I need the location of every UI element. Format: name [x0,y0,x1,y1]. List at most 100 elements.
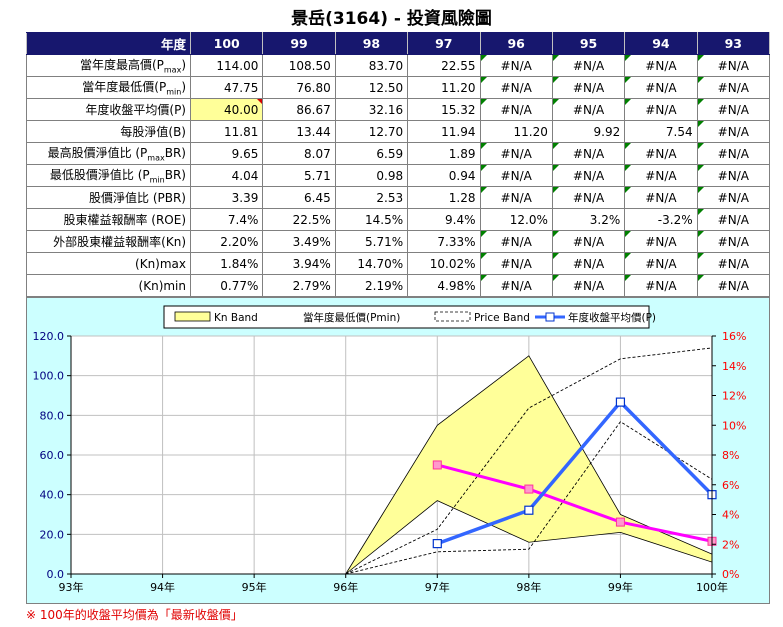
table-cell: 47.75 [189,76,264,99]
legend-label: 年度收盤平均價(P) [568,311,656,324]
table-cell: -3.2% [624,208,698,231]
table-cell: 3.39 [189,186,264,209]
table-cell: #N/A [479,76,553,99]
kn-series-point [524,484,534,494]
table-cell: 5.71 [262,164,336,187]
table-cell: 14.5% [334,208,409,231]
price-band-lower-line [345,421,713,575]
kn-series-point [432,460,442,470]
row-label: 當年度最低價(Pmin) [26,76,191,99]
legend-swatch-price-marker [545,312,555,322]
table-cell: 12.50 [334,76,409,99]
table-row: 每股淨值(B) 11.81 13.44 12.70 11.94 11.20 9.92 7.54… [26,120,771,143]
table-cell: #N/A [624,76,698,99]
table-cell: 11.20 [407,76,481,99]
table-cell: 3.94% [262,252,336,275]
table-cell: 8.07 [262,142,336,165]
x-tick-label: 98年 [516,580,541,594]
table-cell: #N/A [696,164,771,187]
price-series-line [436,399,714,546]
table-row: 最高股價淨值比 (PmaxBR) 9.65 8.07 6.59 1.89 #N/A #N/A… [26,142,771,165]
table-cell: 7.33% [407,230,481,253]
table-cell: #N/A [696,186,771,209]
table-cell: #N/A [551,164,626,187]
y-right-tick-label: 2% [722,538,739,551]
row-label: (Kn)min [26,274,191,297]
kn-series-point [615,517,625,527]
table-cell: #N/A [624,252,698,275]
table-cell: #N/A [624,274,698,297]
table-cell: 3.2% [551,208,626,231]
table-cell: #N/A [479,54,553,77]
table-cell: 15.32 [407,98,481,121]
table-cell: #N/A [624,54,698,77]
table-cell: 12.0% [479,208,553,231]
table-cell: 76.80 [262,76,336,99]
table-cell: #N/A [624,142,698,165]
y-left-tick-label: 20.0 [40,528,65,541]
risk-data-table: 年度 100 99 98 97 96 95 94 93 當年度最高價(Pmax)… [26,32,771,297]
table-cell: #N/A [696,142,771,165]
table-cell: 0.94 [407,164,481,187]
table-cell: 1.28 [407,186,481,209]
table-cell: 40.00 [189,98,264,121]
table-cell: #N/A [696,120,771,143]
chart-area: 0.0 20.0 40.0 60.0 80.0 100.0 120.0 0% 2% 4% 6% 8% 1… [26,297,770,604]
table-cell: 2.53 [334,186,409,209]
row-label: 年度收盤平均價(P) [26,98,191,121]
table-row: 股東權益報酬率 (ROE) 7.4% 22.5% 14.5% 9.4% 12.0% 3.2%… [26,208,771,231]
table-cell: 11.81 [189,120,264,143]
header-year: 96 [479,32,553,55]
table-cell: #N/A [551,142,626,165]
y-right-tick-label: 4% [722,509,739,522]
table-cell: #N/A [696,230,771,253]
table-cell: #N/A [696,208,771,231]
table-cell: #N/A [624,186,698,209]
table-cell: #N/A [551,252,626,275]
table-cell: 108.50 [262,54,336,77]
table-cell: 11.20 [479,120,553,143]
header-year: 95 [551,32,626,55]
table-cell: #N/A [479,230,553,253]
table-cell: #N/A [551,54,626,77]
table-row: 最低股價淨值比 (PminBR) 4.04 5.71 0.98 0.94 #N/A #N/A… [26,164,771,187]
row-label: 股東權益報酬率 (ROE) [26,208,191,231]
table-cell: 4.98% [407,274,481,297]
table-cell: 14.70% [334,252,409,275]
header-year: 93 [696,32,771,55]
table-row: 當年度最低價(Pmin) 47.75 76.80 12.50 11.20 #N/A #N/A… [26,76,771,99]
y-right-tick-label: 0% [722,568,739,581]
legend-label: Price Band [474,312,530,324]
row-label: 每股淨值(B) [26,120,191,143]
table-cell: 3.49% [262,230,336,253]
x-tick-label: 97年 [425,580,450,594]
table-row: 當年度最高價(Pmax) 114.00 108.50 83.70 22.55 #N/A #N… [26,54,771,77]
table-cell: 11.94 [407,120,481,143]
table-cell: 4.04 [189,164,264,187]
y-right-tick-label: 6% [722,479,739,492]
footnote: ※ 100年的收盤平均價為「最新收盤價」 [26,608,243,622]
legend-swatch-price-band [434,311,471,322]
table-cell: #N/A [696,98,771,121]
y-left-tick-label: 40.0 [40,489,65,502]
table-row: 外部股東權益報酬率(Kn) 2.20% 3.49% 5.71% 7.33% #N/A #N/… [26,230,771,253]
table-row: (Kn)max 1.84% 3.94% 14.70% 10.02% #N/A #N/A #N/… [26,252,771,275]
legend-label: 當年度最低價(Pmin) [303,311,400,324]
table-cell: 2.20% [189,230,264,253]
table-cell: 1.89 [407,142,481,165]
price-series-point [524,505,534,515]
table-cell: 10.02% [407,252,481,275]
x-tick-label: 100年 [696,580,728,594]
y-right-tick-label: 8% [722,449,739,462]
header-year: 97 [407,32,481,55]
table-cell: #N/A [624,164,698,187]
header-year: 94 [624,32,698,55]
kn-series-line [436,463,713,543]
price-series-point [615,397,626,407]
y-right-tick-label: 10% [722,419,746,432]
table-cell: #N/A [551,186,626,209]
row-label: 當年度最高價(Pmax) [26,54,191,77]
row-label: 最低股價淨值比 (PminBR) [26,164,191,187]
table-cell: #N/A [624,98,698,121]
header-year-label: 年度 [26,32,191,55]
